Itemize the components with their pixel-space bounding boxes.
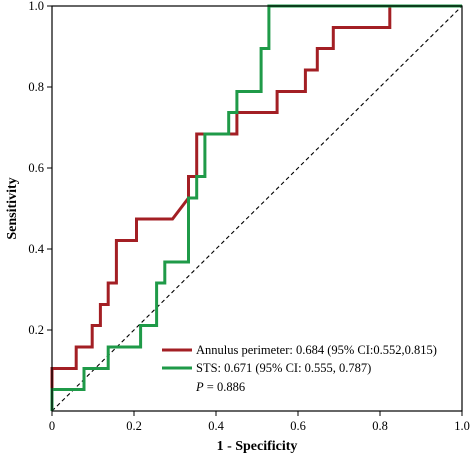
x-tick-label: 0 xyxy=(49,419,55,433)
diagonal-layer xyxy=(51,5,463,412)
x-tick-label: 0.6 xyxy=(290,419,306,433)
x-tick-label: 0.8 xyxy=(372,419,388,433)
roc-curve-annulus xyxy=(50,4,462,411)
y-tick-label: 0.6 xyxy=(28,161,44,175)
y-tick-label: 0.4 xyxy=(28,242,44,256)
y-ticks: 0.2 0.4 0.6 0.8 1.0 xyxy=(28,0,52,337)
y-tick-label: 1.0 xyxy=(28,0,44,13)
roc-curve-sts xyxy=(50,4,462,411)
p-value-annotation: P = 0.886 xyxy=(195,380,245,394)
p-symbol: P xyxy=(195,380,204,394)
legend: Annulus perimeter: 0.684 (95% CI:0.552,0… xyxy=(162,343,437,394)
x-tick-label: 0.2 xyxy=(126,419,142,433)
plot-frame xyxy=(51,5,463,412)
p-value: = 0.886 xyxy=(204,380,245,394)
y-tick-label: 0.2 xyxy=(28,323,44,337)
series-layer xyxy=(50,4,462,411)
x-tick-label: 1.0 xyxy=(454,419,470,433)
y-axis-title: Sensitivity xyxy=(5,177,20,239)
x-tick-label: 0.4 xyxy=(208,419,224,433)
x-ticks: 0 0.2 0.4 0.6 0.8 1.0 xyxy=(49,411,470,433)
reference-diagonal xyxy=(51,5,463,412)
y-tick-label: 0.8 xyxy=(28,80,44,94)
legend-label-annulus: Annulus perimeter: 0.684 (95% CI:0.552,0… xyxy=(196,343,437,357)
legend-label-sts: STS: 0.671 (95% CI: 0.555, 0.787) xyxy=(196,361,371,375)
x-axis-title: 1 - Specificity xyxy=(217,439,298,454)
